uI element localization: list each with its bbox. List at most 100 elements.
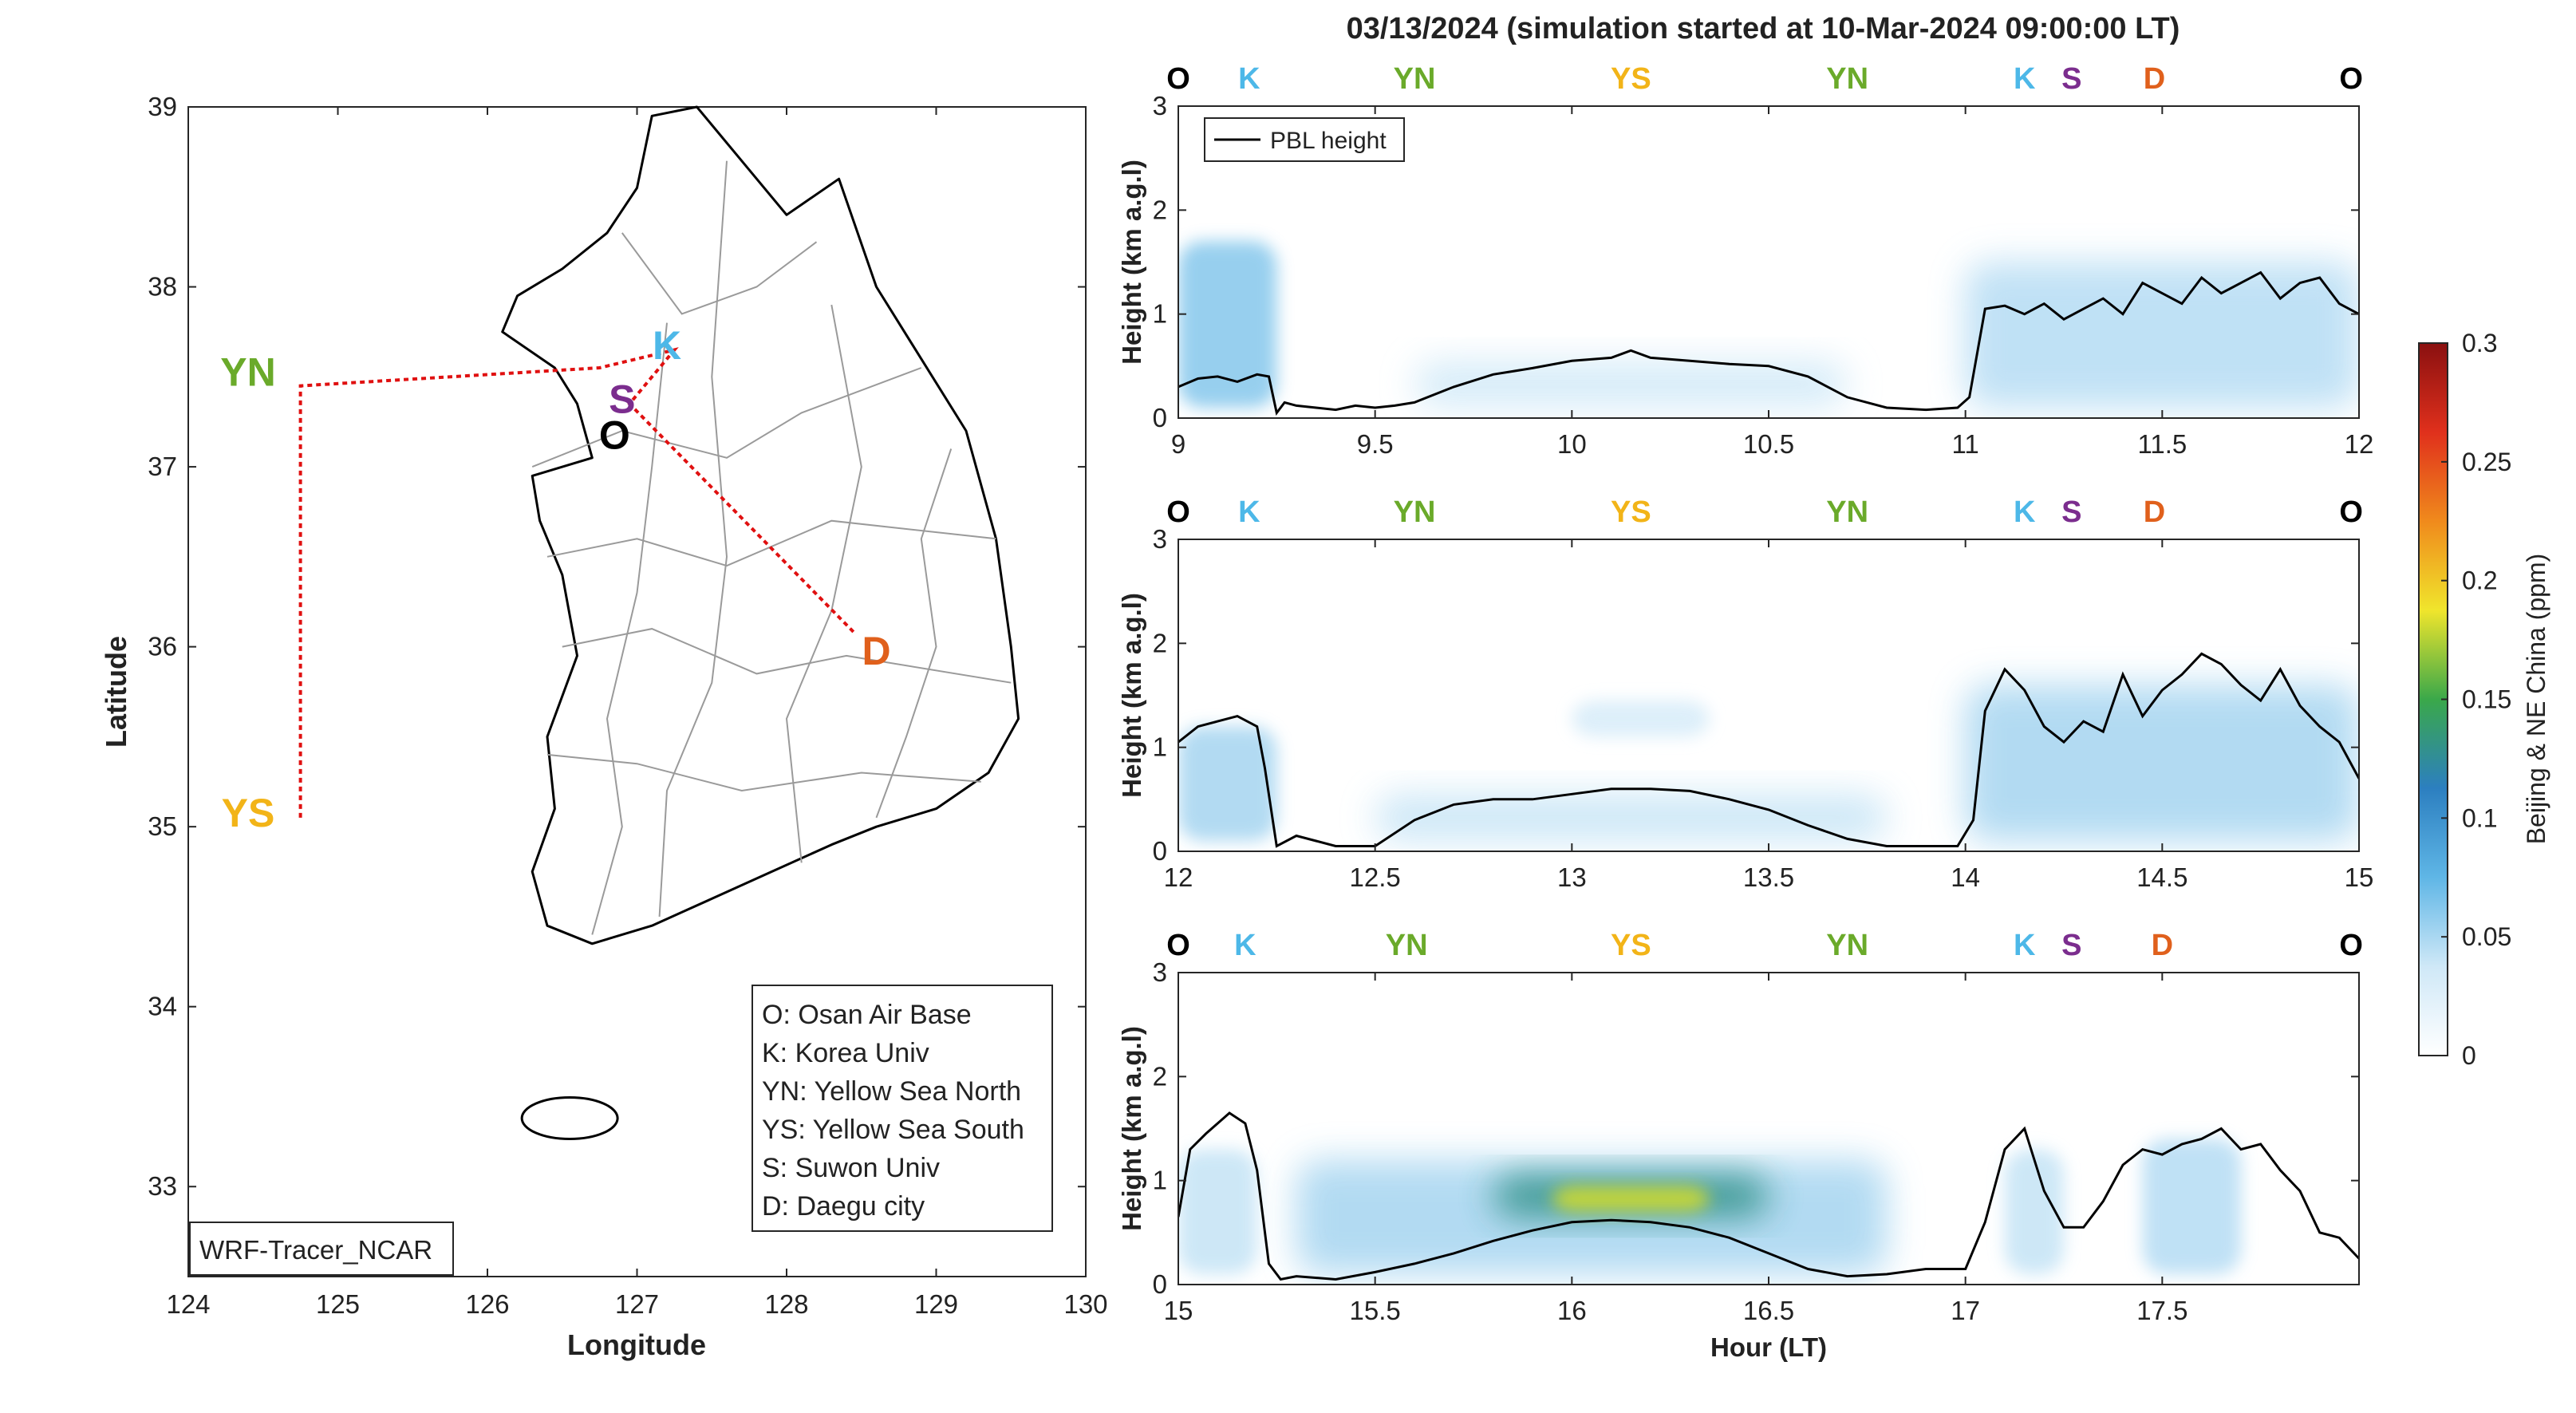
site-labels: KSO YN YS D xyxy=(220,323,890,835)
colorbar-tick-label: 0.05 xyxy=(2462,922,2511,951)
tracer-blob xyxy=(1552,1186,1710,1212)
map-xtick-label: 130 xyxy=(1063,1289,1107,1319)
xtick-label: 17.5 xyxy=(2136,1296,2187,1325)
admin-boundary xyxy=(562,628,1012,684)
site-label-k: K xyxy=(653,323,681,368)
map-ytick-label: 38 xyxy=(148,272,177,302)
xtick-label: 10 xyxy=(1557,429,1587,459)
xtick-label: 9.5 xyxy=(1357,429,1394,459)
panel-top-site-label: YS xyxy=(1611,929,1651,962)
xtick-label: 16.5 xyxy=(1743,1296,1794,1325)
map-xtick-label: 124 xyxy=(166,1289,210,1319)
panel-top-site-label: K xyxy=(2014,929,2036,962)
admin-boundary xyxy=(621,232,818,315)
panel-top-site-label: YN xyxy=(1826,62,1868,96)
tracer-blob xyxy=(1414,361,1848,408)
pbl-legend-label: PBL height xyxy=(1270,128,1387,154)
tracer-field xyxy=(1178,1139,2241,1274)
panel-top-site-label: O xyxy=(2339,62,2363,96)
ytick-label: 2 xyxy=(1153,628,1167,657)
site-label-ys: YS xyxy=(222,791,275,835)
colorbar: 0 0.05 0.1 0.15 0.2 0.25 0.3 Beijing & NE Chin… xyxy=(2418,329,2550,1070)
xtick-label: 14.5 xyxy=(2136,862,2187,892)
colorbar-tick-label: 0 xyxy=(2462,1041,2476,1070)
jeju-island xyxy=(520,1096,619,1141)
admin-boundary xyxy=(546,753,981,792)
ytick-label: 0 xyxy=(1153,403,1167,432)
xtick-label: 12 xyxy=(1164,862,1193,892)
site-legend-item: YN: Yellow Sea North xyxy=(762,1076,1021,1107)
map-xtick-label: 126 xyxy=(465,1289,509,1319)
map-xtick-label: 128 xyxy=(764,1289,808,1319)
map-ylabel: Latitude xyxy=(100,636,132,748)
panel-top-site-label: D xyxy=(2144,495,2165,529)
xtick-label: 12.5 xyxy=(1350,862,1401,892)
ytick-label: 1 xyxy=(1153,1166,1167,1195)
site-label-o: O xyxy=(599,413,630,458)
map-xtick-label: 129 xyxy=(914,1289,958,1319)
panel-top-site-label: K xyxy=(1234,929,1256,962)
ytick-label: 1 xyxy=(1153,732,1167,762)
tracer-blob xyxy=(1572,701,1710,737)
ytick-label: 3 xyxy=(1153,91,1167,120)
panel-top-site-label: S xyxy=(2061,929,2081,962)
panel-top-site-label: O xyxy=(1166,62,1190,96)
panel-top-site-label: S xyxy=(2061,62,2081,96)
xtick-label: 13 xyxy=(1557,862,1587,892)
map-xtick-label: 127 xyxy=(615,1289,659,1319)
panel-top-site-label: YN xyxy=(1826,495,1868,529)
site-legend-item: S: Suwon Univ xyxy=(762,1153,940,1183)
map-xtick-label: 125 xyxy=(316,1289,360,1319)
map-ytick-label: 33 xyxy=(148,1171,177,1201)
pbl-height-line xyxy=(1178,270,2359,416)
panel-top-site-label: YN xyxy=(1394,62,1436,96)
site-label-s: S xyxy=(609,377,635,421)
figure-title: 03/13/2024 (simulation started at 10-Mar… xyxy=(1347,12,2180,45)
panel-top-site-label: D xyxy=(2152,929,2173,962)
tracer-blob xyxy=(1965,262,2359,408)
pbl-height-line xyxy=(1178,1111,2359,1281)
map-xlabel: Longitude xyxy=(567,1328,706,1361)
colorbar-label: Beijing & NE China (ppm) xyxy=(2522,554,2550,845)
site-legend-item: YS: Yellow Sea South xyxy=(762,1115,1024,1145)
tracer-field xyxy=(1178,241,2359,408)
site-legend-item: D: Daegu city xyxy=(762,1191,925,1222)
map-ytick-label: 36 xyxy=(148,632,177,661)
colorbar-tick-label: 0.1 xyxy=(2462,803,2497,832)
panel-ylabel: Height (km a.g.l) xyxy=(1117,593,1146,798)
pbl-height-line xyxy=(1178,652,2359,848)
panel-top-site-label: YS xyxy=(1611,495,1651,529)
site-legend-item: K: Korea Univ xyxy=(762,1038,929,1068)
ytick-label: 3 xyxy=(1153,957,1167,987)
panel-xlabel: Hour (LT) xyxy=(1710,1332,1827,1362)
ytick-label: 2 xyxy=(1153,195,1167,224)
panel-top-site-label: YN xyxy=(1394,495,1436,529)
xtick-label: 17 xyxy=(1951,1296,1980,1325)
ytick-label: 0 xyxy=(1153,836,1167,866)
panel-top-site-label: O xyxy=(2339,929,2363,962)
admin-boundary xyxy=(546,519,996,567)
site-legend-item: O: Osan Air Base xyxy=(762,1000,972,1030)
ytick-label: 0 xyxy=(1153,1269,1167,1299)
map-ticks: 124 125 126 127 128 129 130 33 34 35 36 37 38 39 xyxy=(148,92,1107,1319)
colorbar-tick-label: 0.25 xyxy=(2462,448,2511,476)
ytick-label: 3 xyxy=(1153,524,1167,554)
xtick-label: 11.5 xyxy=(2137,429,2187,459)
map-ytick-label: 39 xyxy=(148,92,177,121)
panel-top-site-label: S xyxy=(2061,495,2081,529)
panel-top-site-label: K xyxy=(1238,495,1260,529)
flight-route-line xyxy=(298,347,855,818)
panel-top-site-label: O xyxy=(2339,495,2363,529)
xtick-label: 14 xyxy=(1951,862,1980,892)
colorbar-tick-label: 0.15 xyxy=(2462,685,2511,714)
map-ytick-label: 37 xyxy=(148,452,177,481)
tracer-blob xyxy=(1178,726,1277,841)
ytick-label: 1 xyxy=(1153,299,1167,329)
admin-boundary xyxy=(658,160,728,917)
panel-top-site-label: K xyxy=(2014,62,2036,96)
colorbar-ticks: 0 0.05 0.1 0.15 0.2 0.25 0.3 xyxy=(2441,329,2511,1070)
admin-boundary xyxy=(591,322,668,935)
